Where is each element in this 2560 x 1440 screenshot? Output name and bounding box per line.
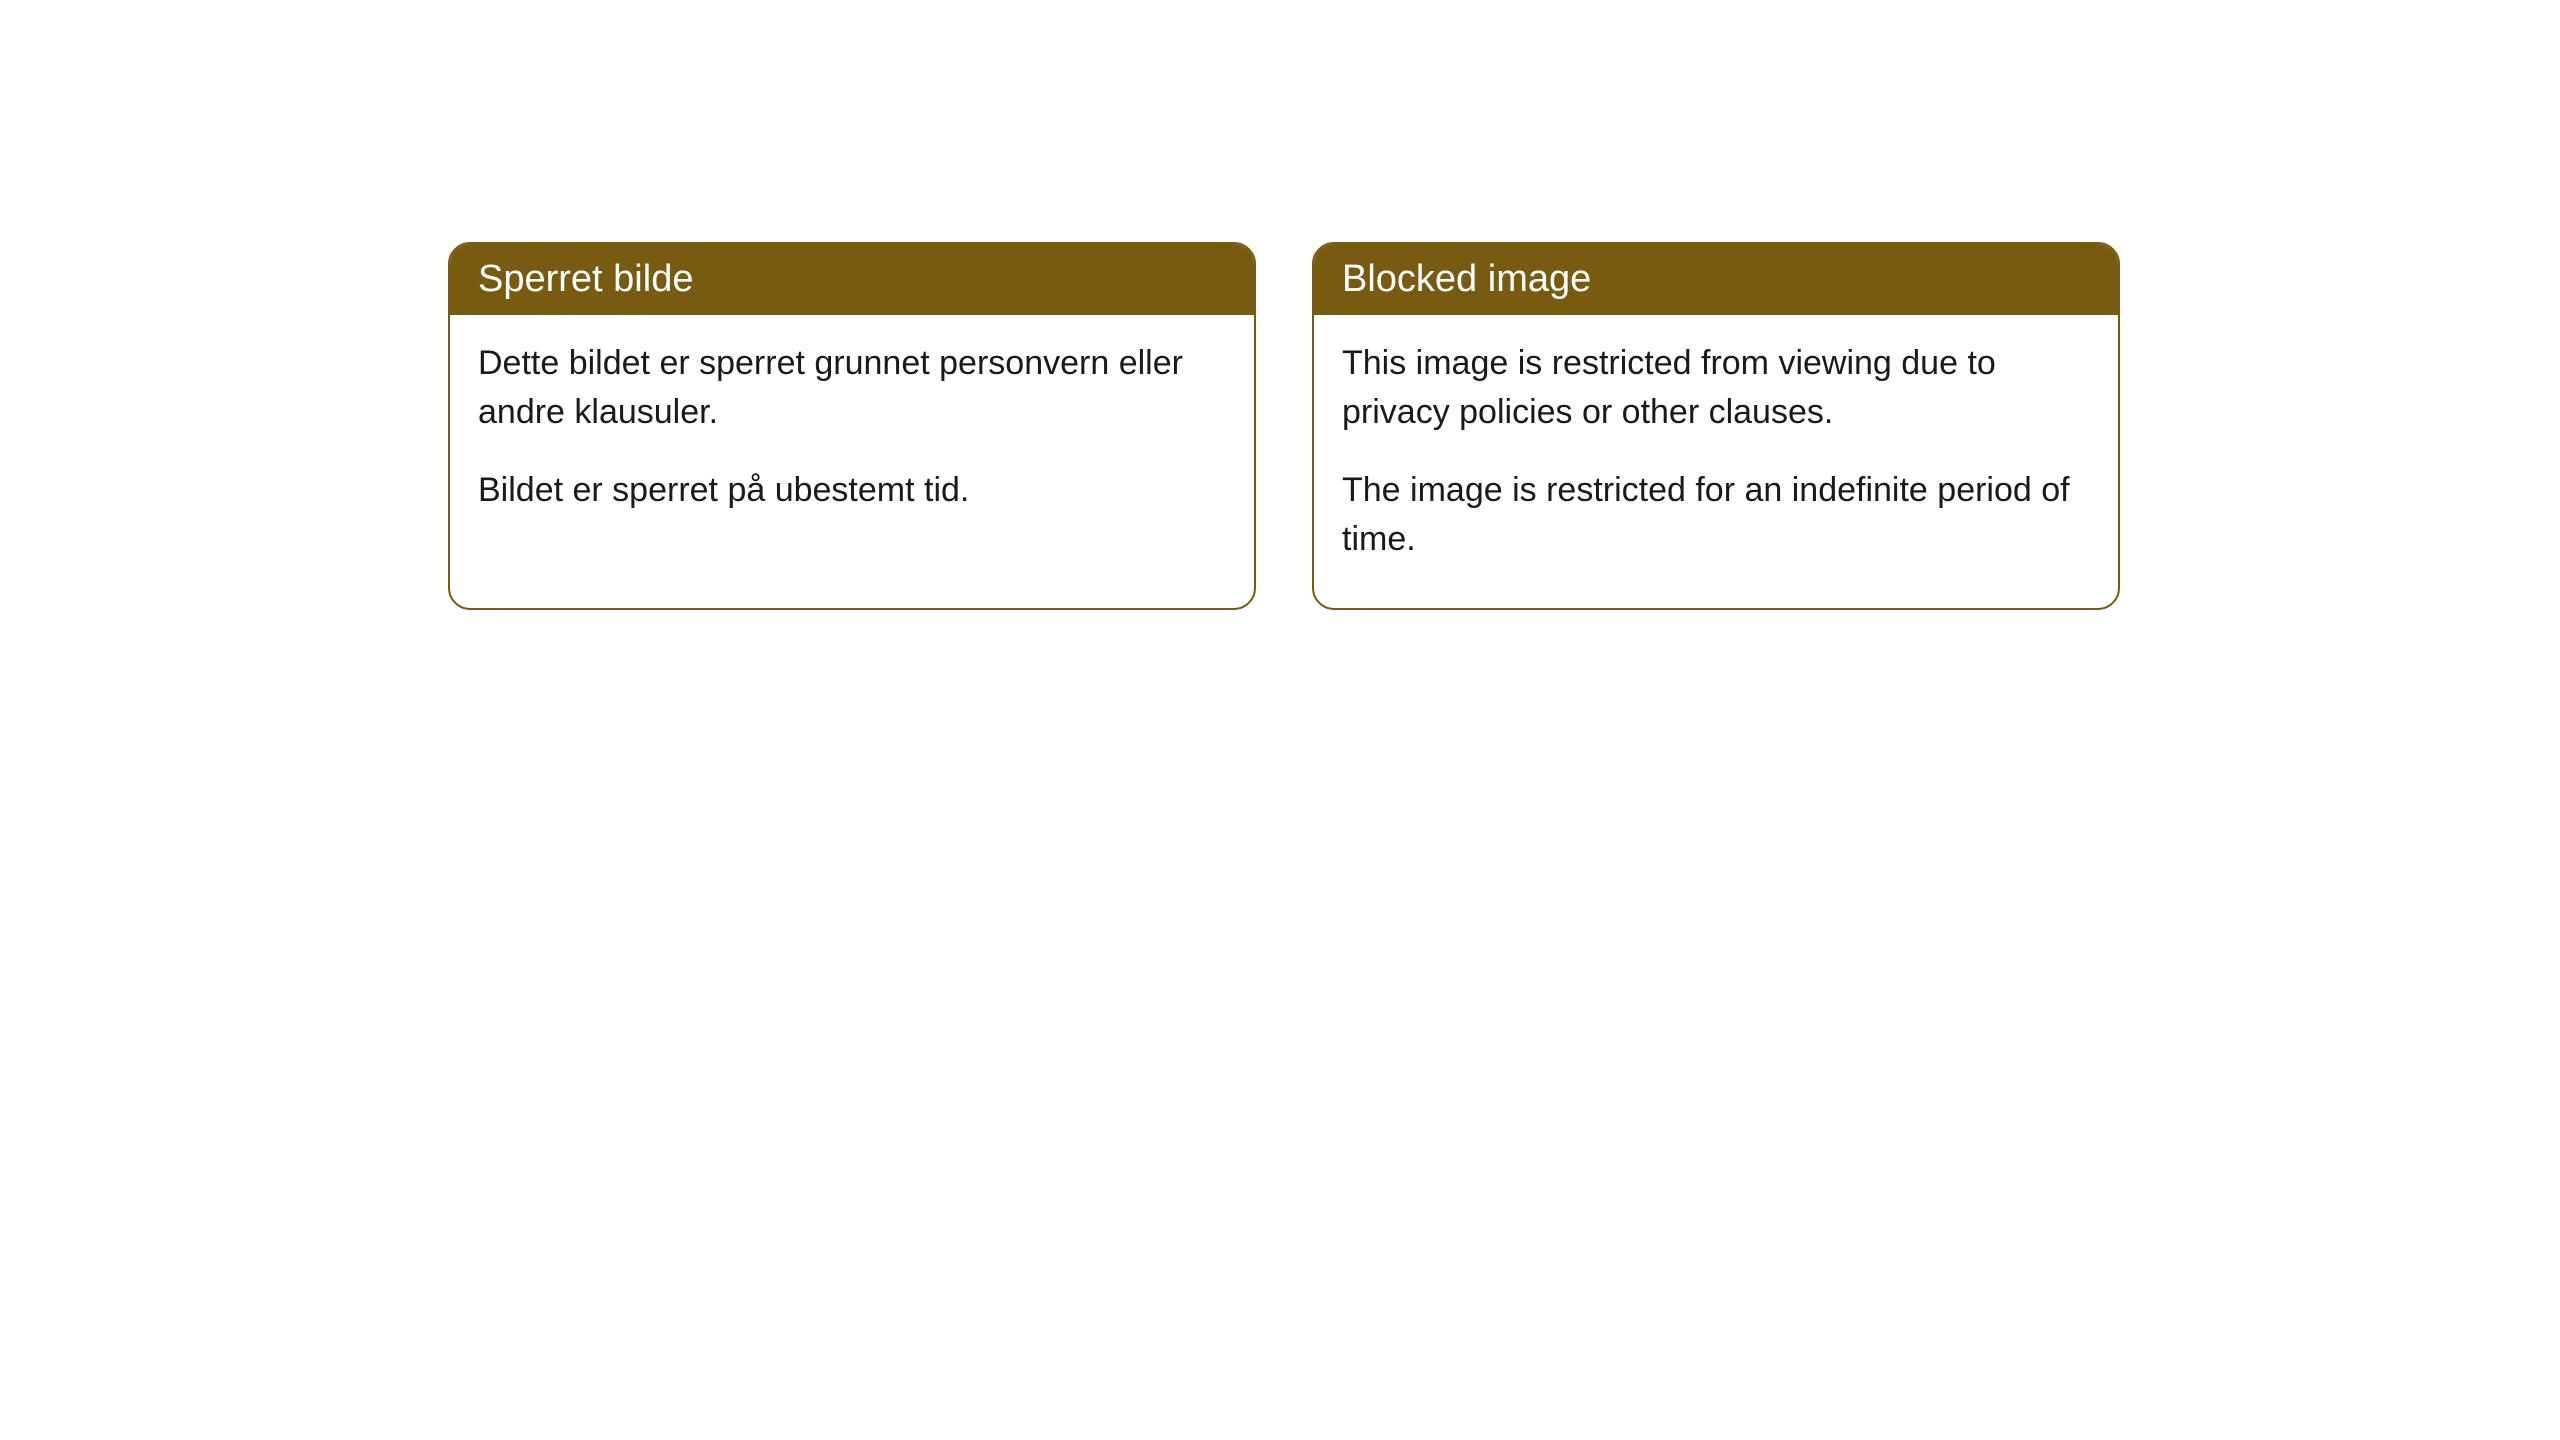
card-header-norwegian: Sperret bilde [450,244,1254,315]
card-title: Blocked image [1342,258,1591,300]
notice-card-english: Blocked image This image is restricted f… [1312,242,2120,610]
card-header-english: Blocked image [1314,244,2118,315]
notice-text-secondary: The image is restricted for an indefinit… [1342,466,2090,565]
card-body-norwegian: Dette bildet er sperret grunnet personve… [450,315,1254,559]
card-body-english: This image is restricted from viewing du… [1314,315,2118,608]
notice-text-primary: This image is restricted from viewing du… [1342,339,2090,438]
card-title: Sperret bilde [478,258,693,300]
notice-card-container: Sperret bilde Dette bildet er sperret gr… [0,0,2560,610]
notice-text-secondary: Bildet er sperret på ubestemt tid. [478,466,1226,515]
notice-text-primary: Dette bildet er sperret grunnet personve… [478,339,1226,438]
notice-card-norwegian: Sperret bilde Dette bildet er sperret gr… [448,242,1256,610]
